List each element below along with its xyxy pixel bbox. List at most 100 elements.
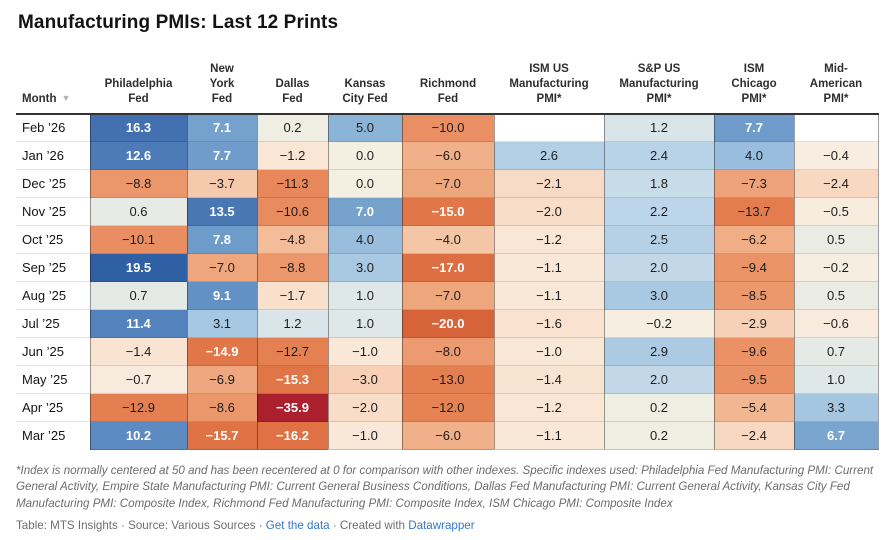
column-header[interactable]: New York Fed <box>209 62 235 105</box>
value-cell: −10.6 <box>256 197 328 226</box>
value-cell: 0.2 <box>256 113 328 142</box>
month-cell: Dec ’25 <box>16 169 90 198</box>
table-row: Nov ’25 0.6 13.5 −10.6 7.0 −15.0 −2.0 2.2 −13.7−… <box>16 197 879 226</box>
value-cell: −2.1 <box>493 169 604 198</box>
column-header[interactable]: Dallas Fed <box>275 77 310 105</box>
value-cell: −16.2 <box>256 421 328 451</box>
value-cell: −3.7 <box>186 169 257 198</box>
value-cell: −3.0 <box>327 365 402 394</box>
value-cell: −1.0 <box>493 337 604 366</box>
value-cell: −0.2 <box>603 309 714 338</box>
column-header[interactable]: Kansas City Fed <box>342 77 388 105</box>
attribution-created-with: · Created with <box>329 518 409 532</box>
get-the-data-link[interactable]: Get the data <box>265 518 330 532</box>
value-cell: −1.7 <box>256 281 328 310</box>
value-cell: 0.7 <box>793 337 879 366</box>
value-cell: −10.1 <box>89 225 187 254</box>
column-header[interactable]: Mid- American PMI* <box>809 62 863 105</box>
column-header[interactable]: ISM US Manufacturing PMI* <box>509 62 589 105</box>
column-header-month[interactable]: Month ▼ <box>22 92 71 105</box>
value-cell: −1.6 <box>493 309 604 338</box>
month-cell: Jun ’25 <box>16 337 90 366</box>
value-cell: −6.9 <box>186 365 257 394</box>
datawrapper-link[interactable]: Datawrapper <box>408 518 475 532</box>
value-cell: −2.4 <box>793 169 879 198</box>
value-cell: 0.5 <box>793 225 879 254</box>
value-cell: 2.2 <box>603 197 714 226</box>
table-row: Jan ’26 12.6 7.7 −1.2 0.0 −6.0 2.6 2.4 4.0 −0.4 <box>16 141 879 170</box>
value-cell: −14.9 <box>186 337 257 366</box>
footnote: *Index is normally centered at 50 and ha… <box>16 464 874 510</box>
value-cell: 5.0 <box>327 113 402 142</box>
value-cell: 1.2 <box>603 113 714 142</box>
value-cell: −9.4 <box>713 253 794 282</box>
value-cell: −0.2 <box>793 253 879 282</box>
value-cell: 2.9 <box>603 337 714 366</box>
value-cell: −13.7 <box>713 197 794 226</box>
sort-desc-icon: ▼ <box>61 92 71 103</box>
header-row: Month ▼ Philadelphia Fed New York Fed Dallas Fed… <box>16 62 878 114</box>
value-cell: 1.0 <box>327 281 402 310</box>
value-cell: −9.6 <box>713 337 794 366</box>
column-header[interactable]: Richmond Fed <box>419 77 477 105</box>
month-cell: Jan ’26 <box>16 141 90 170</box>
column-header[interactable]: Philadelphia Fed <box>104 77 173 105</box>
value-cell: 2.0 <box>603 365 714 394</box>
value-cell: 3.0 <box>603 281 714 310</box>
table-row: Apr ’25 −12.9 −8.6 −35.9 −2.0 −12.0 −1.2 0.2 −5.… <box>16 393 879 422</box>
value-cell: −1.2 <box>493 393 604 422</box>
value-cell: −1.0 <box>327 421 402 451</box>
value-cell: −8.8 <box>256 253 328 282</box>
value-cell: 9.1 <box>186 281 257 310</box>
value-cell: 0.2 <box>603 393 714 422</box>
month-cell: Nov ’25 <box>16 197 90 226</box>
column-header[interactable]: ISM Chicago PMI* <box>731 62 777 105</box>
value-cell: 0.5 <box>793 281 879 310</box>
value-cell: −0.5 <box>793 197 879 226</box>
value-cell: −1.0 <box>327 337 402 366</box>
value-cell: 6.7 <box>793 421 879 451</box>
value-cell <box>793 113 879 142</box>
value-cell: −1.1 <box>493 253 604 282</box>
value-cell <box>493 113 604 142</box>
value-cell: −8.6 <box>186 393 257 422</box>
value-cell: 3.1 <box>186 309 257 338</box>
value-cell: −7.0 <box>186 253 257 282</box>
value-cell: −6.0 <box>401 421 494 451</box>
value-cell: −15.3 <box>256 365 328 394</box>
value-cell: −6.2 <box>713 225 794 254</box>
value-cell: 4.0 <box>327 225 402 254</box>
value-cell: 12.6 <box>89 141 187 170</box>
column-header[interactable]: S&P US Manufacturing PMI* <box>619 62 699 105</box>
value-cell: −35.9 <box>256 393 328 422</box>
value-cell: 0.0 <box>327 169 402 198</box>
value-cell: 0.6 <box>89 197 187 226</box>
month-cell: Oct ’25 <box>16 225 90 254</box>
value-cell: 1.8 <box>603 169 714 198</box>
value-cell: 0.2 <box>603 421 714 451</box>
value-cell: 3.3 <box>793 393 879 422</box>
value-cell: −1.1 <box>493 421 604 451</box>
value-cell: −1.4 <box>493 365 604 394</box>
value-cell: 19.5 <box>89 253 187 282</box>
value-cell: −0.6 <box>793 309 879 338</box>
value-cell: −7.0 <box>401 169 494 198</box>
value-cell: −2.0 <box>493 197 604 226</box>
month-cell: Apr ’25 <box>16 393 90 422</box>
value-cell: −7.0 <box>401 281 494 310</box>
attribution-byline: Table: MTS Insights · Source: Various So… <box>16 518 266 532</box>
value-cell: 1.0 <box>793 365 879 394</box>
value-cell: −2.4 <box>713 421 794 451</box>
value-cell: 16.3 <box>89 113 187 142</box>
table-row: Mar ’25 10.2 −15.7 −16.2 −1.0 −6.0 −1.1 0.2 −2.4… <box>16 421 879 451</box>
month-cell: Mar ’25 <box>16 421 90 450</box>
value-cell: 1.0 <box>327 309 402 338</box>
value-cell: −11.3 <box>256 169 328 198</box>
value-cell: −13.0 <box>401 365 494 394</box>
table-row: Aug ’25 0.7 9.1 −1.7 1.0 −7.0 −1.1 3.0 −8.5 0.5 <box>16 281 879 310</box>
value-cell: −1.4 <box>89 337 187 366</box>
table-row: Jun ’25 −1.4 −14.9 −12.7 −1.0 −8.0 −1.0 2.9 −9.6… <box>16 337 879 366</box>
month-cell: Jul ’25 <box>16 309 90 338</box>
value-cell: 7.8 <box>186 225 257 254</box>
value-cell: −8.5 <box>713 281 794 310</box>
